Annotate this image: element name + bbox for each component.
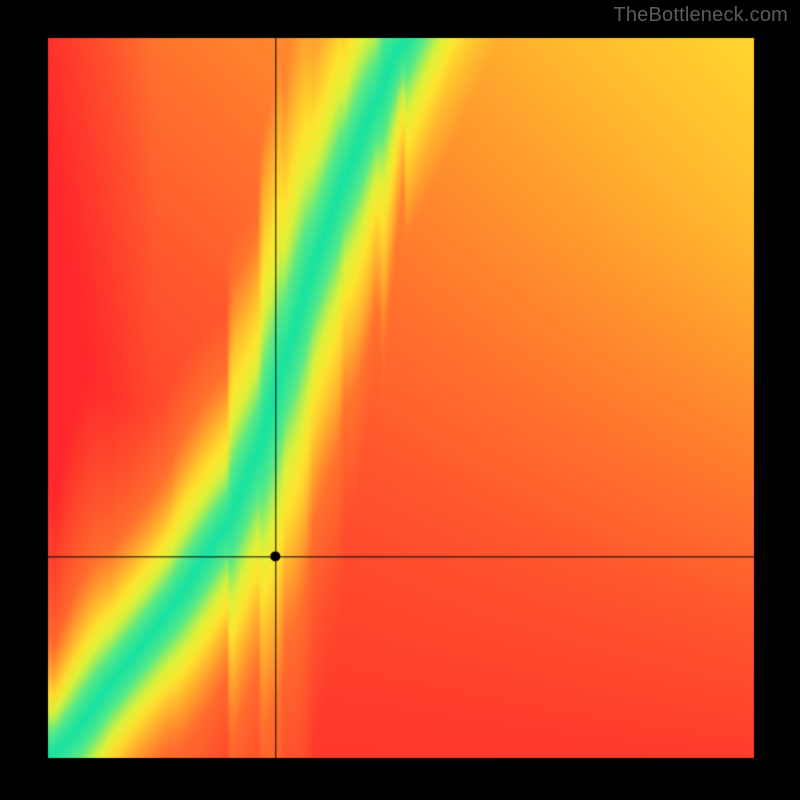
bottleneck-heatmap-container	[0, 0, 800, 800]
attribution-text: TheBottleneck.com	[613, 4, 788, 27]
bottleneck-heatmap-canvas	[0, 0, 800, 800]
